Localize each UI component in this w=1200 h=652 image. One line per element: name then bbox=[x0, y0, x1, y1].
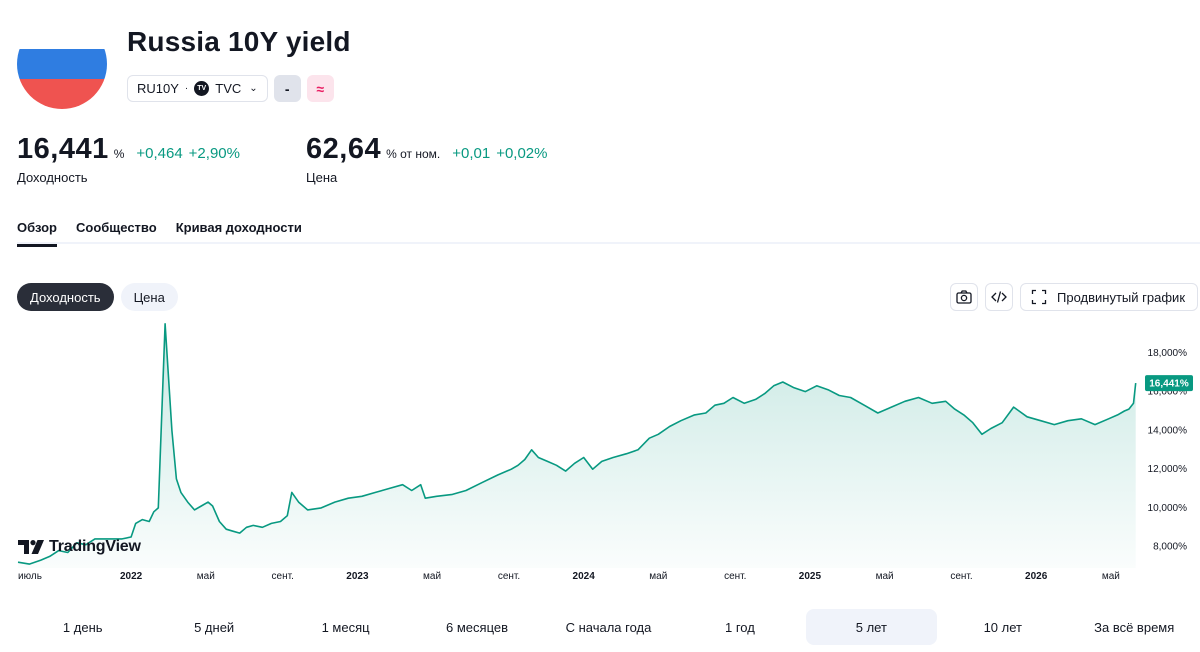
x-tick-label: 2026 bbox=[1025, 571, 1048, 582]
y-tick-label: 16,000% bbox=[1148, 387, 1188, 398]
yield-change-percent: +2,90% bbox=[188, 145, 240, 162]
x-tick-label: 2023 bbox=[346, 571, 369, 582]
embed-code-button[interactable] bbox=[985, 283, 1014, 311]
code-icon bbox=[991, 291, 1007, 303]
x-tick-label: май bbox=[197, 571, 215, 582]
tradingview-logo[interactable]: TradingView bbox=[18, 538, 141, 556]
symbol-exchange-dropdown[interactable]: RU10Y · TV TVC ⌄ bbox=[127, 75, 268, 102]
page-title: Russia 10Y yield bbox=[127, 26, 351, 57]
chart-toolbar: Продвинутый график bbox=[950, 283, 1198, 311]
tab-yield-curve[interactable]: Кривая доходности bbox=[175, 220, 302, 235]
range-5-years[interactable]: 5 лет bbox=[805, 609, 938, 645]
price-unit: % от ном. bbox=[386, 147, 441, 161]
russia-flag bbox=[17, 19, 107, 109]
tab-community[interactable]: Сообщество bbox=[76, 220, 157, 235]
last-value-label: 16,441% bbox=[1149, 379, 1189, 390]
range-6-months[interactable]: 6 месяцев bbox=[446, 619, 509, 635]
camera-icon bbox=[956, 290, 972, 304]
last-value-marker: 16,441% bbox=[1145, 375, 1193, 392]
price-label: Цена bbox=[306, 170, 338, 185]
y-tick-label: 18,000% bbox=[1148, 348, 1188, 359]
section-tabs: Обзор Сообщество Кривая доходности bbox=[17, 220, 1200, 247]
advanced-chart-button[interactable]: Продвинутый график bbox=[1020, 283, 1198, 311]
tradingview-logo-icon bbox=[18, 540, 44, 554]
range-ytd[interactable]: С начала года bbox=[565, 619, 652, 635]
x-tick-label: 2025 bbox=[799, 571, 822, 582]
fullscreen-icon bbox=[1031, 289, 1047, 305]
x-tick-label: май bbox=[423, 571, 441, 582]
range-1-month[interactable]: 1 месяц bbox=[321, 619, 370, 635]
price-change: +0,01 bbox=[452, 145, 491, 162]
snapshot-button[interactable] bbox=[950, 283, 979, 311]
yield-value: 16,441 bbox=[17, 133, 109, 165]
x-axis: июль 2022 май сент. 2023 май сент. 2024 май сент.… bbox=[18, 571, 1120, 582]
advanced-chart-label: Продвинутый график bbox=[1057, 289, 1185, 305]
x-tick-label: 2022 bbox=[120, 571, 143, 582]
x-tick-label: май bbox=[876, 571, 894, 582]
yield-change: +0,464 bbox=[136, 145, 183, 162]
separator-dot: · bbox=[184, 83, 189, 94]
tradingview-wordmark: TradingView bbox=[49, 538, 141, 555]
yield-chart[interactable]: 8,000% 10,000% 12,000% 14,000% 16,000% 18,000… bbox=[0, 318, 1200, 590]
range-1-year[interactable]: 1 год bbox=[724, 619, 755, 635]
y-axis: 8,000% 10,000% 12,000% 14,000% 16,000% 18,000… bbox=[1148, 348, 1188, 553]
y-tick-label: 14,000% bbox=[1148, 425, 1188, 436]
price-change-percent: +0,02% bbox=[496, 145, 548, 162]
symbol-tags: RU10Y · TV TVC ⌄ - ≈ bbox=[127, 75, 334, 102]
x-tick-label: 2024 bbox=[573, 571, 596, 582]
range-10-years[interactable]: 10 лет bbox=[983, 619, 1022, 635]
last-value-badge bbox=[1145, 375, 1193, 392]
x-tick-label: июль bbox=[18, 571, 42, 582]
yield-area-fill bbox=[18, 323, 1136, 568]
y-tick-label: 10,000% bbox=[1148, 503, 1188, 514]
x-tick-label: сент. bbox=[498, 571, 520, 582]
chevron-down-icon: ⌄ bbox=[249, 83, 258, 94]
time-range-selector: 1 день 5 дней 1 месяц 6 месяцев С начала… bbox=[17, 609, 1200, 645]
yield-mode-button[interactable]: Доходность bbox=[17, 283, 114, 311]
x-tick-label: сент. bbox=[724, 571, 746, 582]
market-status-badge[interactable]: - bbox=[273, 75, 301, 102]
x-tick-label: сент. bbox=[950, 571, 972, 582]
price-mode-button[interactable]: Цена bbox=[120, 283, 178, 311]
tab-overview[interactable]: Обзор bbox=[17, 220, 57, 247]
range-1-day[interactable]: 1 день bbox=[62, 619, 103, 635]
yield-quote: 16,441 % +0,464 +2,90% bbox=[17, 133, 240, 166]
yield-series-line bbox=[17, 323, 1137, 565]
tvc-logo-icon: TV bbox=[194, 81, 210, 96]
x-tick-label: сент. bbox=[272, 571, 294, 582]
price-value: 62,64 bbox=[306, 133, 382, 165]
delayed-data-badge[interactable]: ≈ bbox=[306, 75, 334, 102]
range-all-time[interactable]: За всё время bbox=[1094, 619, 1175, 635]
x-tick-label: май bbox=[649, 571, 667, 582]
yield-unit: % bbox=[113, 147, 125, 161]
symbol-code: RU10Y bbox=[137, 81, 179, 96]
x-tick-label: май bbox=[1102, 571, 1120, 582]
price-quote: 62,64 % от ном. +0,01 +0,02% bbox=[306, 133, 547, 166]
chart-mode-toggle: Доходность Цена bbox=[17, 283, 178, 311]
y-tick-label: 8,000% bbox=[1153, 542, 1187, 553]
y-tick-label: 12,000% bbox=[1148, 464, 1188, 475]
range-5-days[interactable]: 5 дней bbox=[194, 619, 235, 635]
exchange-name: TVC bbox=[215, 81, 242, 96]
yield-label: Доходность bbox=[17, 170, 88, 185]
